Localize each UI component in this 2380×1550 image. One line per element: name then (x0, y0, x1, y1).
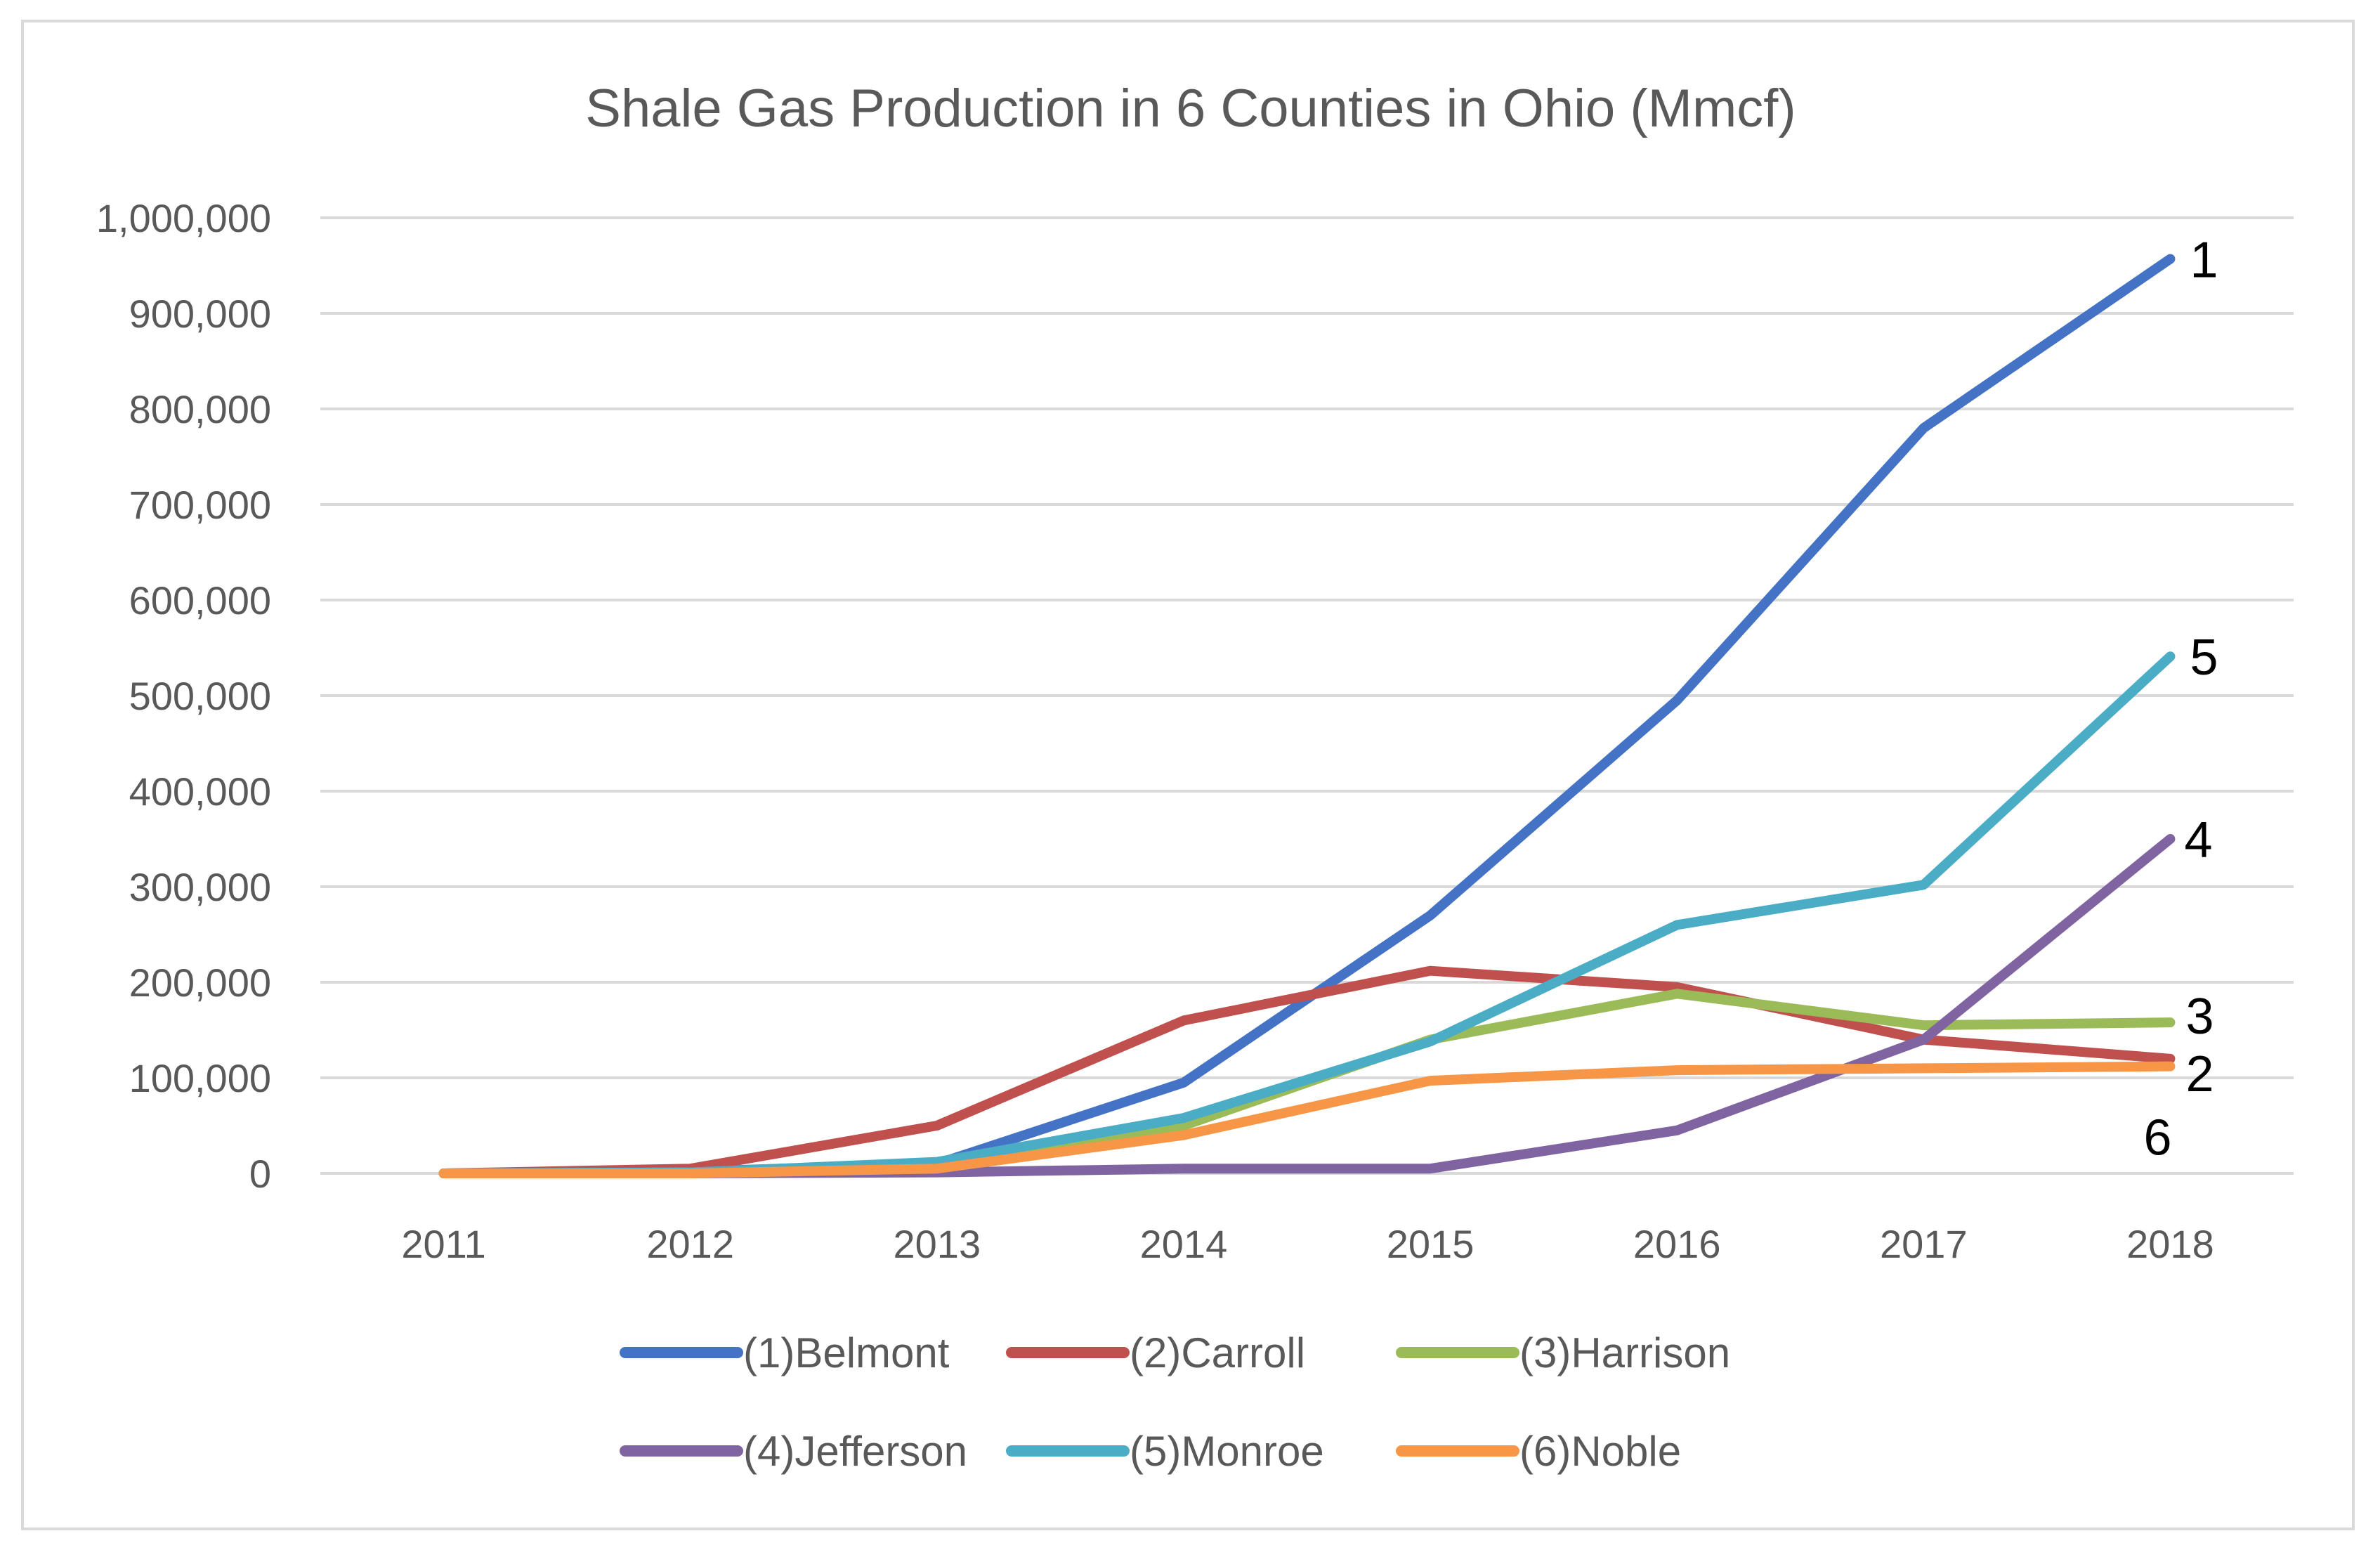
series-line-5 (438, 651, 2176, 1178)
y-tick-label: 700,000 (129, 483, 271, 527)
end-label-2: 2 (2185, 1046, 2214, 1102)
y-tick-label: 100,000 (129, 1056, 271, 1100)
x-tick-label: 2017 (1880, 1222, 1968, 1266)
y-tick-label: 300,000 (129, 865, 271, 909)
end-label-3: 3 (2185, 989, 2214, 1045)
x-axis-ticks: 2011 2012 2013 2014 2015 2016 2017 2018 (401, 1222, 2214, 1266)
x-tick-label: 2018 (2126, 1222, 2214, 1266)
y-tick-label: 400,000 (129, 769, 271, 814)
end-labels: 1 5 4 326 (2143, 232, 2218, 1166)
legend-label-4: (4)Jefferson (743, 1428, 967, 1475)
chart-frame (21, 20, 2355, 1530)
legend-label-6: (6)Noble (1519, 1428, 1681, 1475)
y-tick-label: 200,000 (129, 960, 271, 1005)
legend-label-3: (3)Harrison (1519, 1329, 1730, 1376)
end-label-5: 5 (2190, 630, 2218, 686)
end-label-4: 4 (2184, 812, 2212, 868)
series-line-6 (438, 1061, 2176, 1178)
legend-label-2: (2)Carroll (1130, 1329, 1305, 1376)
y-tick-label: 600,000 (129, 578, 271, 623)
y-tick-label: 0 (249, 1152, 271, 1196)
series-line-2 (438, 965, 2176, 1178)
y-axis-ticks: 0 100,000 200,000 300,000 400,000 500,000 600,… (96, 196, 271, 1196)
x-tick-label: 2011 (401, 1222, 485, 1266)
end-label-1: 1 (2190, 232, 2218, 288)
y-tick-label: 1,000,000 (96, 196, 271, 240)
x-tick-label: 2015 (1387, 1222, 1475, 1266)
series-lines (438, 254, 2176, 1178)
end-label-6: 6 (2143, 1110, 2171, 1166)
x-tick-label: 2016 (1633, 1222, 1721, 1266)
x-tick-label: 2012 (646, 1222, 734, 1266)
x-tick-label: 2014 (1140, 1222, 1228, 1266)
y-tick-label: 900,000 (129, 292, 271, 336)
legend-label-5: (5)Monroe (1130, 1428, 1324, 1475)
legend-label-1: (1)Belmont (743, 1329, 950, 1376)
y-tick-label: 800,000 (129, 387, 271, 431)
gridlines (320, 216, 2294, 1175)
legend: (1)Belmont (2)Carroll (3)Harrison (4)Jeffer… (620, 1329, 1730, 1475)
y-tick-label: 500,000 (129, 674, 271, 718)
x-tick-label: 2013 (894, 1222, 981, 1266)
chart-title: Shale Gas Production in 6 Counties in Oh… (585, 79, 1796, 138)
